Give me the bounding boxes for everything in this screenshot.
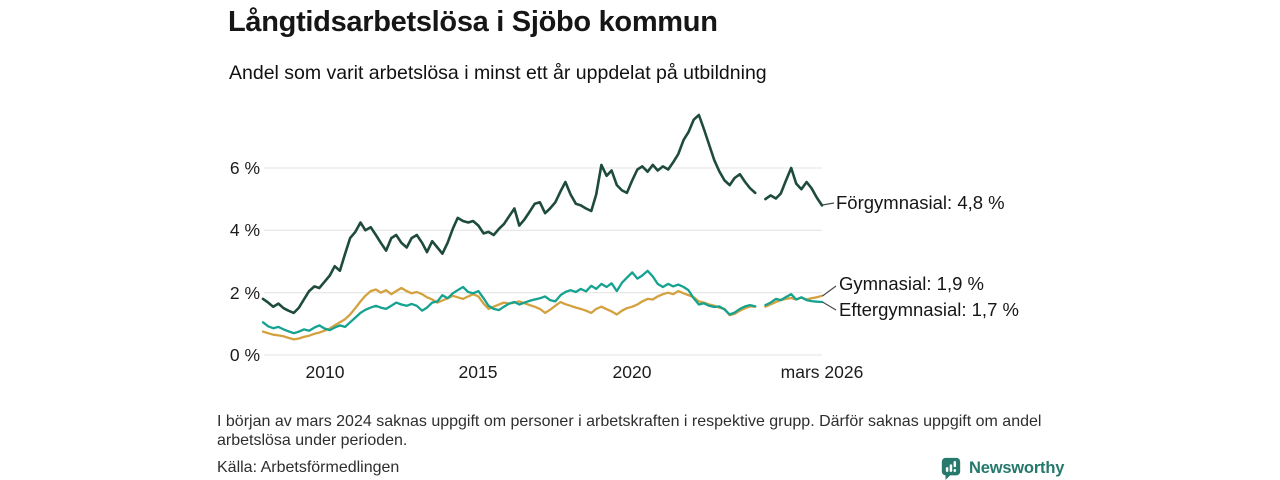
y-axis-tick-label: 0 % [229,345,260,365]
newsworthy-logo-icon [940,456,962,480]
series-label-forgymnasial: Förgymnasial: 4,8 % [836,192,1005,213]
footnote: I början av mars 2024 saknas uppgift om … [217,413,1042,449]
series-line-gymnasial [261,286,824,341]
x-axis-tick-label: mars 2026 [780,362,864,382]
connector-gymnasial [822,285,837,297]
gridlines [264,167,822,356]
page-subtitle: Andel som varit arbetslösa i minst ett å… [229,62,767,84]
y-axis-tick-label: 2 % [229,283,260,303]
x-axis-tick-label: 2015 [458,362,498,382]
label-connectors [822,202,837,311]
page-title: Långtidsarbetslösa i Sjöbo kommun [228,6,718,38]
series-label-gymnasial: Gymnasial: 1,9 % [839,273,984,294]
series-line-eftergymnasial [261,269,824,335]
newsworthy-logo: Newsworthy [940,456,1064,480]
series-lines [261,113,824,341]
series-label-eftergymnasial: Eftergymnasial: 1,7 % [839,299,1019,320]
connector-eftergymnasial [822,301,837,311]
x-axis-tick-label: 2020 [612,362,652,382]
source-attribution: Källa: Arbetsförmedlingen [217,459,400,476]
y-axis-tick-label: 6 % [229,158,260,178]
y-axis-tick-label: 4 % [229,220,260,240]
connector-forgymnasial [822,202,835,206]
newsworthy-logo-text: Newsworthy [969,458,1065,477]
x-axis-tick-label: 2010 [305,362,345,382]
series-line-förgymnasial [261,113,824,315]
